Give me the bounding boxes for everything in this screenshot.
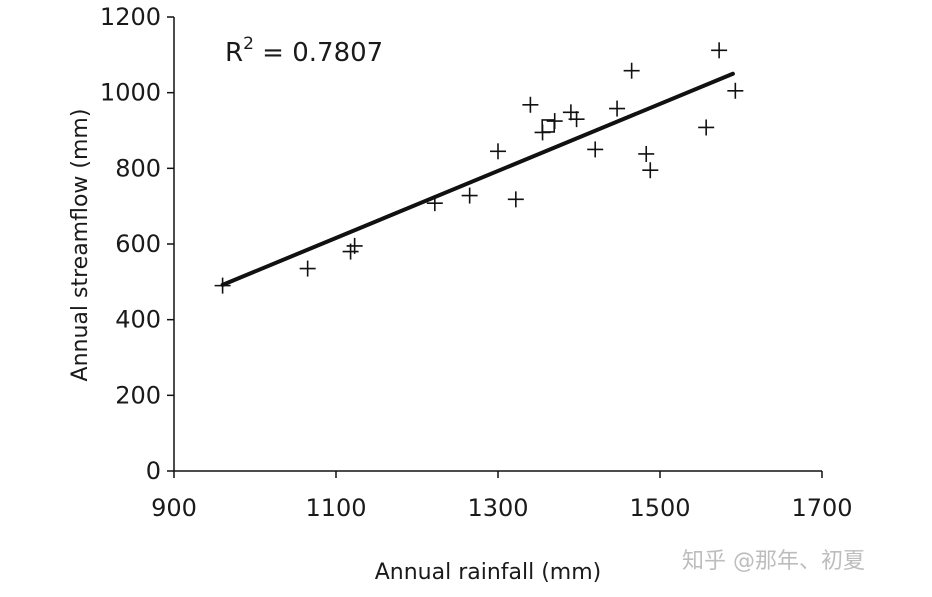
y-tick-label: 0 xyxy=(146,457,161,485)
x-tick-label: 900 xyxy=(151,494,197,522)
watermark-text: 知乎 @那年、初夏 xyxy=(682,549,865,574)
x-axis-title: Annual rainfall (mm) xyxy=(375,560,602,585)
y-tick-label: 400 xyxy=(115,306,161,334)
data-point xyxy=(609,100,626,117)
data-point xyxy=(214,277,231,294)
data-point xyxy=(727,82,744,99)
data-points xyxy=(214,42,744,294)
y-tick-label: 1200 xyxy=(100,3,161,31)
data-point xyxy=(299,260,316,277)
data-point xyxy=(587,141,604,158)
data-point xyxy=(698,119,715,136)
y-tick-label: 600 xyxy=(115,230,161,258)
y-axis-title: Annual streamflow (mm) xyxy=(68,109,93,382)
data-point xyxy=(642,162,659,179)
r-squared-annotation: R2 = 0.7807 xyxy=(225,34,383,68)
data-point xyxy=(346,237,363,254)
x-tick-label: 1700 xyxy=(791,494,852,522)
data-point xyxy=(711,42,728,59)
data-point-square xyxy=(541,119,556,133)
data-point xyxy=(426,195,443,212)
y-tick-label: 1000 xyxy=(100,79,161,107)
y-tick-label: 200 xyxy=(115,381,161,409)
data-point xyxy=(638,145,655,162)
y-tick-label: 800 xyxy=(115,154,161,182)
x-tick-label: 1100 xyxy=(305,494,366,522)
r-squared-value: = 0.7807 xyxy=(254,38,383,68)
data-point xyxy=(461,187,478,204)
chart-axes xyxy=(173,17,822,472)
x-tick-label: 1300 xyxy=(467,494,528,522)
data-point xyxy=(568,111,585,128)
x-tick-label: 1500 xyxy=(629,494,690,522)
data-point xyxy=(623,62,640,79)
r-squared-prefix: R xyxy=(225,38,243,68)
data-point xyxy=(507,191,524,208)
chart-ticks xyxy=(167,16,823,478)
chart-tick-labels: 0 200 400 600 800 1000 1200 900 1100 1300 1500 1700 xyxy=(100,3,853,522)
r-squared-superscript: 2 xyxy=(243,34,254,54)
trendline xyxy=(220,71,735,287)
data-point xyxy=(522,96,539,113)
trendline-group xyxy=(220,71,735,287)
data-point xyxy=(490,143,506,160)
